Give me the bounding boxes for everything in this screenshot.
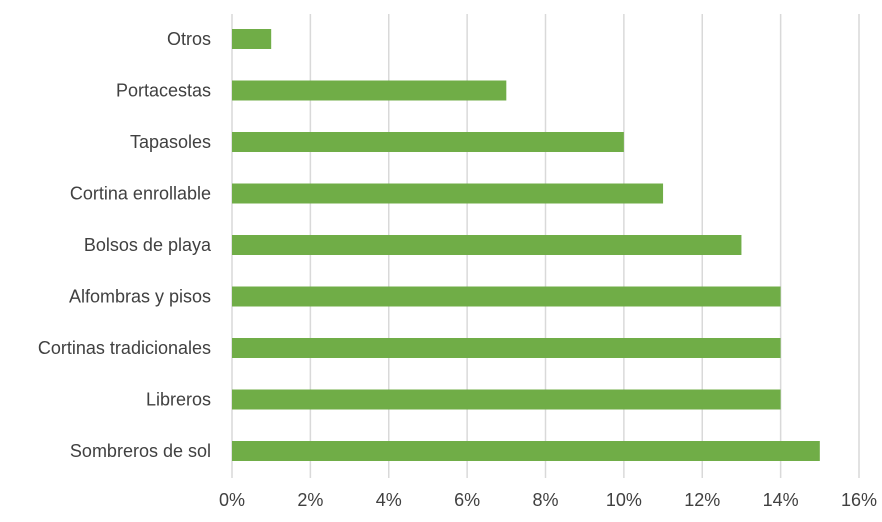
category-label: Sombreros de sol — [70, 441, 211, 461]
x-tick-label: 2% — [297, 490, 323, 510]
category-label: Libreros — [146, 390, 211, 410]
category-label: Otros — [167, 29, 211, 49]
x-tick-label: 12% — [684, 490, 720, 510]
category-label: Bolsos de playa — [84, 235, 212, 255]
x-tick-label: 0% — [219, 490, 245, 510]
x-tick-label: 8% — [532, 490, 558, 510]
x-axis-tick-labels: 0% 2% 4% 6% 8% 10% 12% 14% 16% — [219, 490, 877, 510]
category-label: Tapasoles — [130, 132, 211, 152]
bar — [232, 183, 664, 204]
bar — [232, 132, 624, 152]
bar — [232, 441, 820, 461]
x-tick-label: 10% — [606, 490, 642, 510]
x-tick-label: 6% — [454, 490, 480, 510]
x-tick-label: 14% — [763, 490, 799, 510]
category-label: Cortinas tradicionales — [38, 338, 211, 358]
bar — [232, 286, 781, 307]
category-labels: Otros Portacestas Tapasoles Cortina enrolla… — [38, 29, 212, 461]
category-label: Cortina enrollable — [70, 184, 211, 204]
bar — [232, 235, 742, 255]
category-label: Alfombras y pisos — [69, 287, 211, 307]
bar — [232, 389, 781, 410]
bars — [232, 29, 820, 461]
bar — [232, 29, 272, 49]
category-label: Portacestas — [116, 81, 211, 101]
bar — [232, 80, 507, 101]
bar — [232, 338, 781, 358]
x-tick-label: 4% — [376, 490, 402, 510]
x-tick-label: 16% — [841, 490, 877, 510]
